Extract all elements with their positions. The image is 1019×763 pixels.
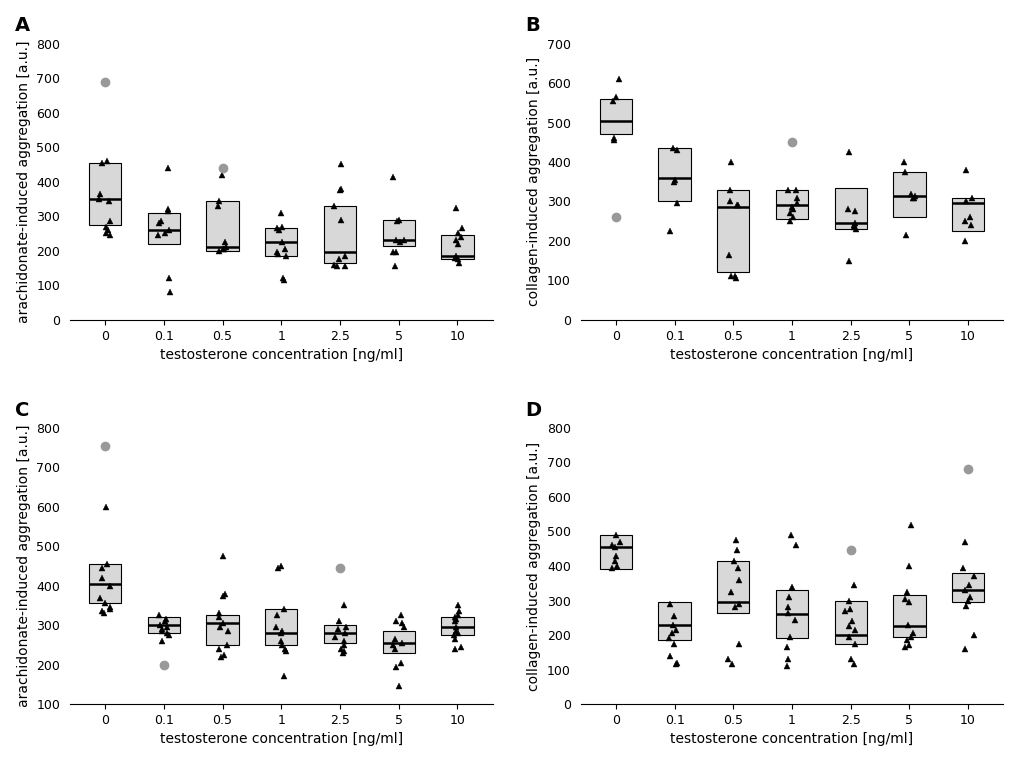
Bar [148,617,179,633]
Bar [324,625,356,643]
Bar [951,573,983,602]
Y-axis label: arachidonate-induced aggregation [a.u.]: arachidonate-induced aggregation [a.u.] [16,425,31,707]
Bar [893,595,924,637]
Text: B: B [525,16,540,35]
Y-axis label: collagen-induced aggregation [a.u.]: collagen-induced aggregation [a.u.] [527,442,541,691]
Bar [599,99,632,134]
Bar [834,188,866,229]
Bar [599,535,632,569]
Bar [89,163,121,225]
Bar [716,190,749,272]
Bar [265,228,298,256]
Y-axis label: collagen-induced aggregation [a.u.]: collagen-induced aggregation [a.u.] [527,57,541,306]
Bar [441,235,473,259]
Bar [441,617,473,635]
Bar [658,602,690,640]
Bar [951,198,983,231]
Bar [834,600,866,644]
Bar [206,201,238,251]
Bar [716,561,749,613]
X-axis label: testosterone concentration [ng/ml]: testosterone concentration [ng/ml] [669,348,913,362]
Bar [382,220,415,246]
Text: C: C [15,401,30,420]
X-axis label: testosterone concentration [ng/ml]: testosterone concentration [ng/ml] [160,732,403,746]
Bar [775,590,807,639]
Bar [893,172,924,217]
Bar [382,631,415,653]
Bar [206,615,238,645]
Text: A: A [15,16,31,35]
Y-axis label: arachidonate-induced aggregation [a.u.]: arachidonate-induced aggregation [a.u.] [16,40,31,323]
Bar [89,564,121,604]
Bar [324,206,356,262]
X-axis label: testosterone concentration [ng/ml]: testosterone concentration [ng/ml] [669,732,913,746]
X-axis label: testosterone concentration [ng/ml]: testosterone concentration [ng/ml] [160,348,403,362]
Bar [775,190,807,219]
Bar [148,213,179,244]
Text: D: D [525,401,541,420]
Bar [265,610,298,645]
Bar [658,148,690,201]
